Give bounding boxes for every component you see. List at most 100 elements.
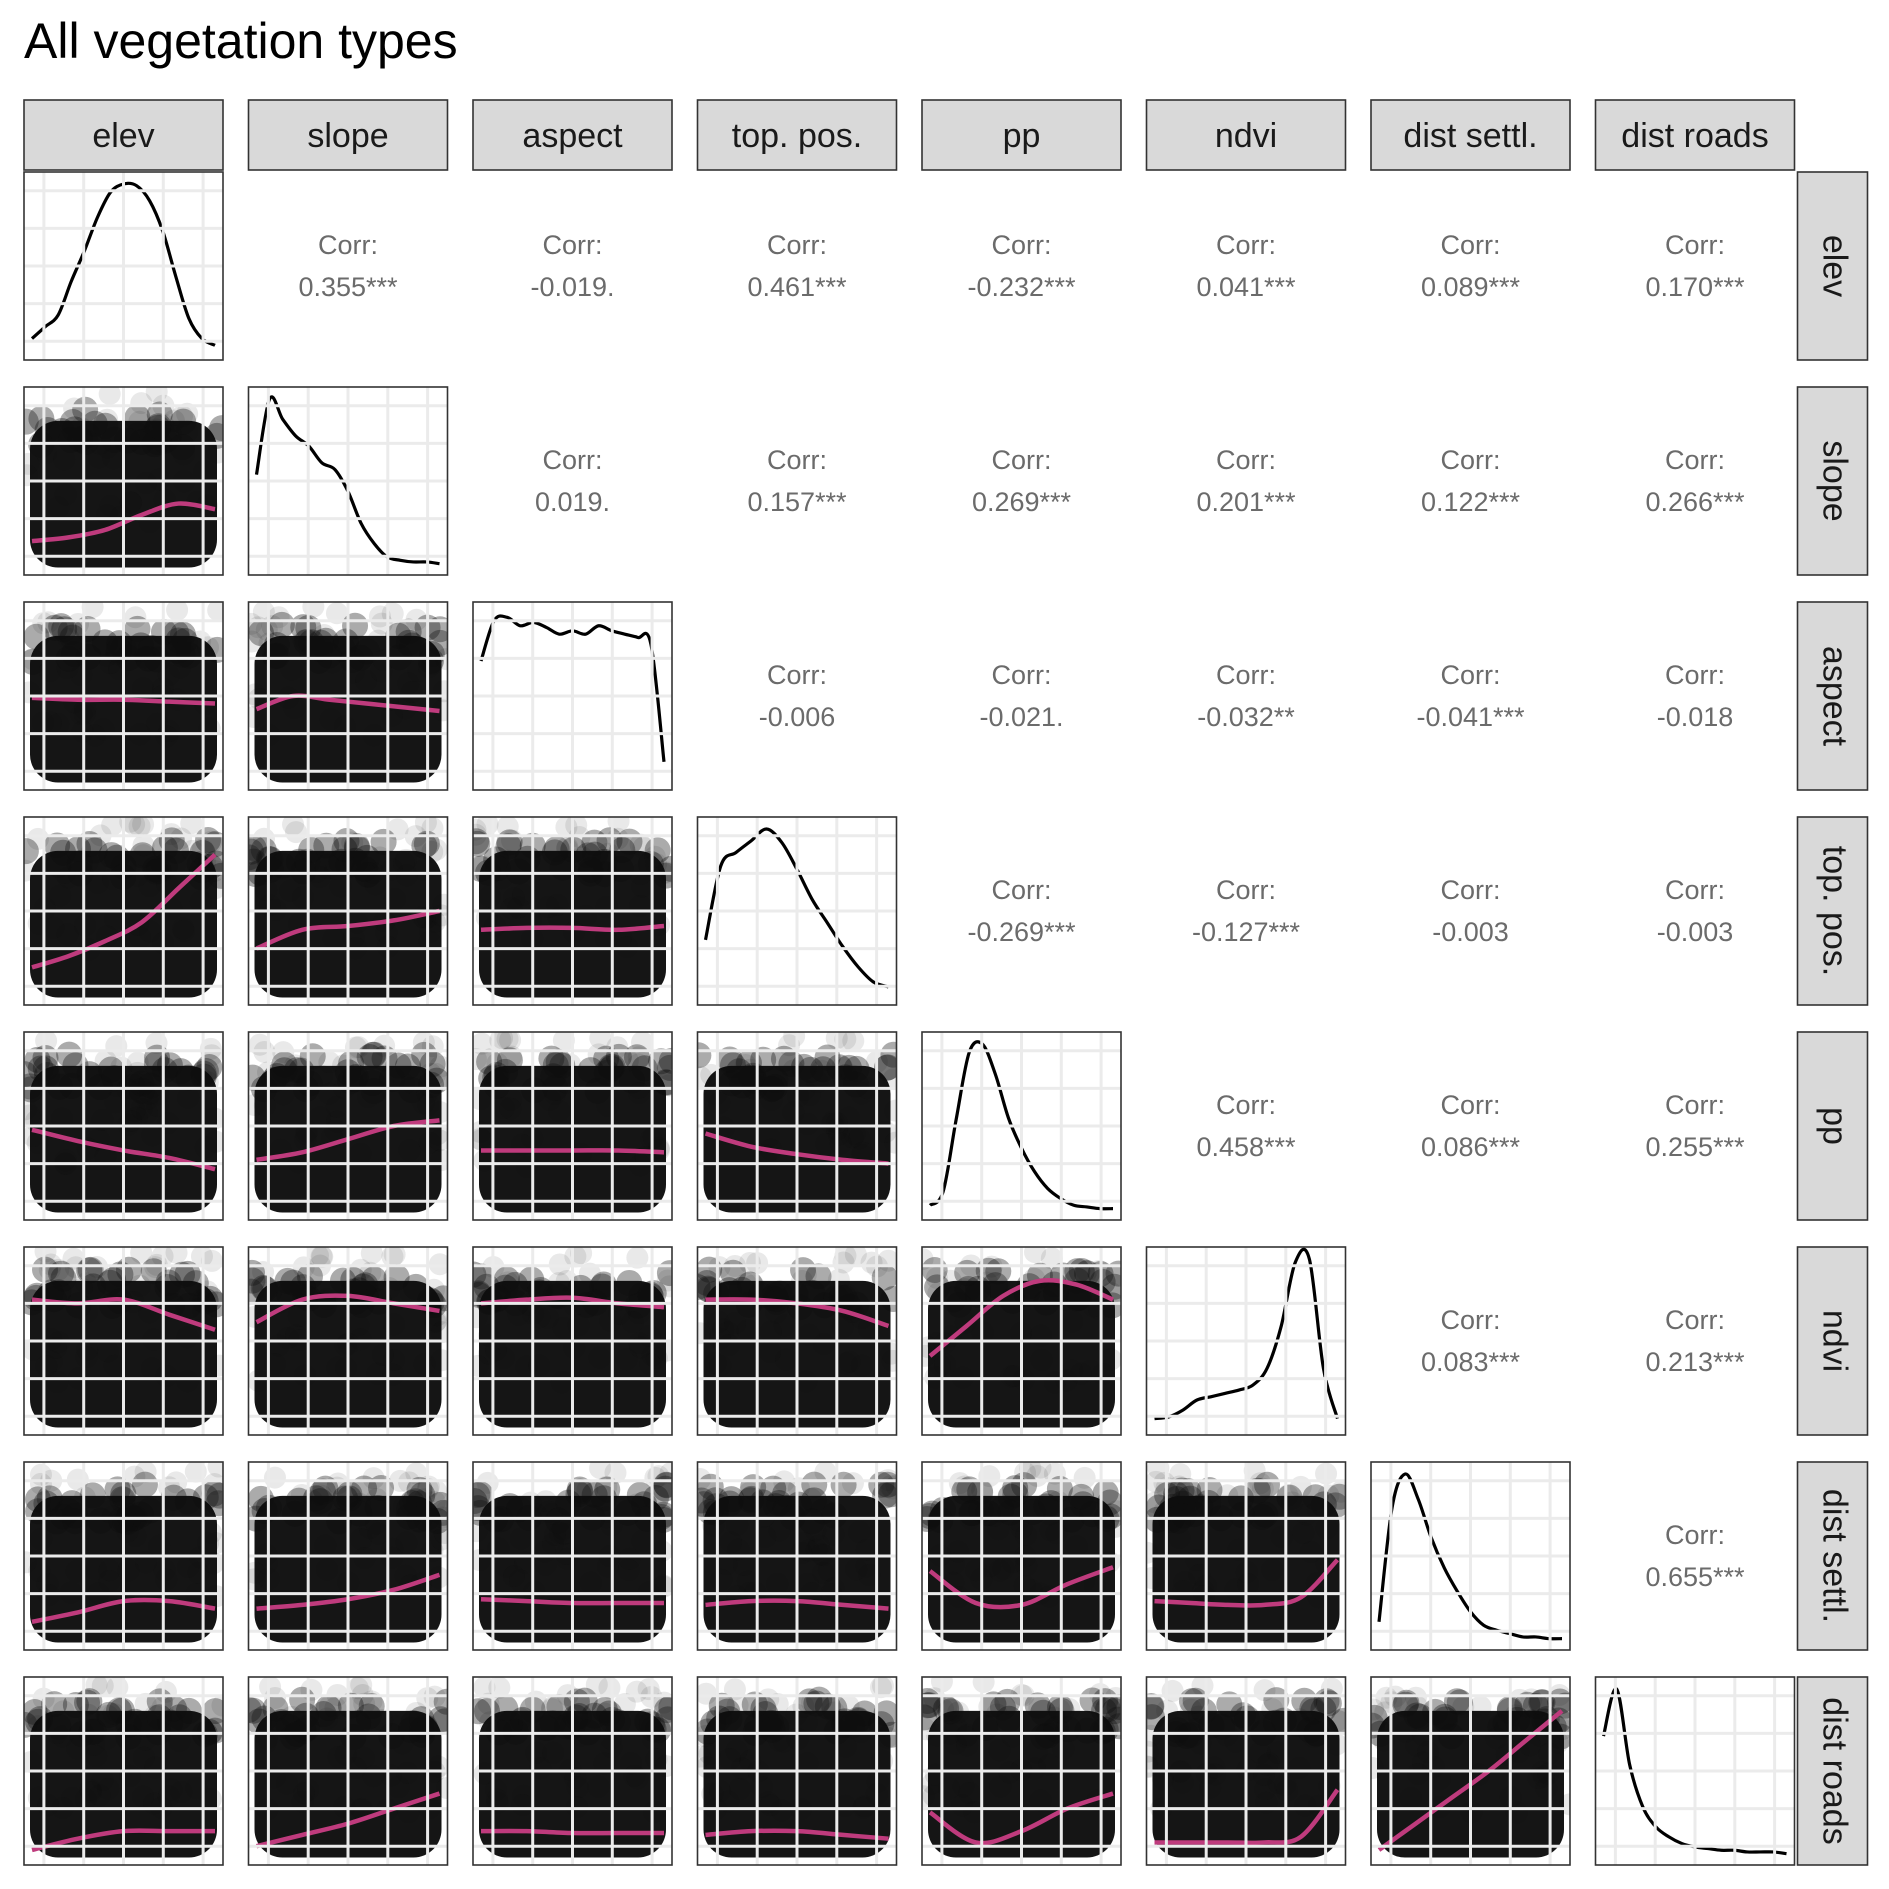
point-outlier	[1262, 1709, 1289, 1736]
point-outlier	[248, 630, 263, 653]
point-outlier	[759, 1794, 782, 1817]
point-outlier	[70, 703, 93, 726]
point-outlier	[137, 1072, 164, 1099]
point-outlier	[311, 1247, 334, 1268]
point-outlier	[739, 1749, 762, 1772]
point-outlier	[473, 1354, 489, 1377]
point-outlier	[352, 1746, 375, 1769]
point-outlier	[96, 408, 119, 431]
grid-dist-settl-elev	[24, 1462, 223, 1650]
corr-value-elev-dist-roads: 0.170***	[1645, 272, 1745, 302]
point-outlier	[271, 1057, 298, 1084]
panel-border-aspect-slope	[247, 601, 449, 791]
point-outlier	[823, 1701, 846, 1724]
point-outlier	[922, 1692, 943, 1719]
point-outlier	[499, 1097, 522, 1120]
point-outlier	[596, 1555, 619, 1578]
point-outlier	[1469, 1695, 1492, 1718]
point-outlier	[165, 627, 192, 654]
point-outlier	[1019, 1283, 1042, 1306]
point-outlier	[126, 864, 149, 887]
point-outlier	[644, 1466, 667, 1489]
point-outlier	[805, 1538, 828, 1561]
point-outlier	[419, 1051, 446, 1078]
point-outlier	[617, 1558, 640, 1581]
point-outlier	[293, 629, 320, 656]
point-outlier	[882, 1068, 897, 1091]
point-outlier	[100, 1267, 127, 1294]
point-outlier	[878, 1481, 897, 1508]
point-outlier	[1070, 1362, 1093, 1385]
point-outlier	[424, 1311, 447, 1334]
point-outlier	[716, 1046, 743, 1073]
point-outlier	[473, 1088, 492, 1111]
point-outlier	[1168, 1477, 1195, 1504]
point-outlier	[429, 1055, 448, 1078]
point-outlier	[730, 1757, 753, 1780]
point-outlier	[1181, 1501, 1208, 1528]
point-outlier	[872, 1482, 897, 1509]
point-outlier	[720, 1531, 743, 1554]
point-outlier	[172, 917, 195, 940]
point-outlier	[85, 1677, 108, 1696]
grid-pp-elev	[24, 1032, 223, 1220]
point-outlier	[1024, 1757, 1047, 1780]
point-outlier	[795, 1711, 818, 1734]
point-outlier	[356, 1044, 383, 1071]
point-outlier	[626, 1247, 649, 1269]
point-outlier	[510, 1707, 533, 1730]
point-outlier	[411, 832, 438, 859]
point-outlier	[413, 1488, 436, 1511]
point-outlier	[290, 1718, 317, 1745]
point-outlier	[505, 1496, 532, 1523]
point-outlier	[176, 1326, 199, 1349]
grid-dist-roads-top-pos	[697, 1677, 897, 1865]
point-outlier	[832, 1064, 859, 1091]
point-outlier	[827, 1123, 850, 1146]
point-outlier	[495, 833, 522, 860]
point-outlier	[251, 1705, 278, 1732]
point-outlier	[1528, 1724, 1551, 1747]
row-strip-elev	[1796, 171, 1869, 361]
point-outlier	[492, 1096, 515, 1119]
point-outlier	[1545, 1707, 1570, 1734]
point-outlier	[772, 1481, 799, 1508]
point-outlier	[337, 1692, 364, 1719]
point-outlier	[556, 1547, 579, 1570]
point-outlier	[642, 1126, 665, 1149]
point-outlier	[566, 1703, 593, 1730]
point-outlier	[332, 628, 359, 655]
point-outlier	[106, 1697, 133, 1724]
point-outlier	[735, 1272, 758, 1295]
point-outlier	[24, 648, 46, 675]
point-outlier	[57, 627, 80, 650]
point-outlier	[817, 1559, 840, 1582]
panel-border-pp-slope	[247, 1031, 449, 1221]
point-outlier	[812, 1332, 835, 1355]
point-outlier	[593, 1752, 616, 1775]
point-outlier	[128, 817, 151, 838]
point-outlier	[1146, 1724, 1162, 1747]
point-outlier	[61, 640, 88, 667]
point-outlier	[424, 1508, 448, 1535]
panel-border-dist-settl-elev	[23, 1461, 224, 1651]
row-strip-label-slope: slope	[1816, 440, 1854, 521]
point-outlier	[709, 1354, 732, 1377]
point-outlier	[658, 855, 672, 882]
point-outlier	[168, 1729, 191, 1752]
point-outlier	[881, 1349, 897, 1372]
point-outlier	[74, 422, 101, 449]
corr-value-slope-aspect: 0.019.	[535, 487, 610, 517]
row-strip-ndvi	[1796, 1246, 1869, 1436]
point-outlier	[1295, 1503, 1318, 1526]
point-outlier	[253, 1094, 276, 1117]
point-outlier	[129, 842, 156, 869]
point-outlier	[248, 844, 262, 871]
point-outlier	[1204, 1763, 1227, 1786]
point-outlier	[91, 1768, 114, 1791]
point-outlier	[546, 1694, 573, 1721]
point-outlier	[124, 615, 151, 642]
point-outlier	[1089, 1268, 1116, 1295]
point-outlier	[507, 1303, 530, 1326]
point-outlier	[1011, 1472, 1038, 1499]
